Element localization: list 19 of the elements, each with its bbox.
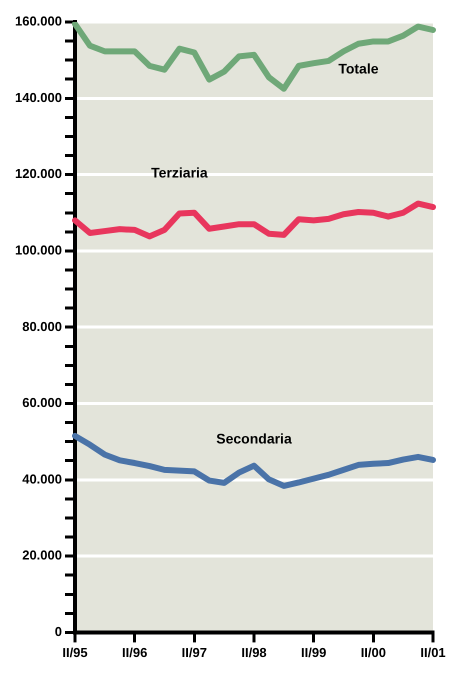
x-tick-label: II/00 <box>360 644 386 660</box>
y-tick-label: 80.000 <box>22 318 62 334</box>
x-tick-label: II/98 <box>241 644 267 660</box>
x-tick-label: II/97 <box>182 644 207 660</box>
y-tick-label: 60.000 <box>22 395 62 410</box>
text: Terziaria <box>151 164 208 180</box>
y-tick-label: 140.000 <box>14 90 62 105</box>
x-tick-label: II/95 <box>62 644 88 660</box>
series-label: Totale <box>338 60 379 77</box>
x-tick-label: II/96 <box>122 644 148 660</box>
y-tick-label: 120.000 <box>14 166 62 182</box>
series-label: Secondaria <box>216 430 292 447</box>
x-tick-label: II/01 <box>420 644 446 660</box>
x-tick-label: II/99 <box>301 644 326 660</box>
y-tick-label: 0 <box>54 624 62 639</box>
y-tick-label: 20.000 <box>22 548 62 563</box>
y-tick-label: 40.000 <box>22 471 62 486</box>
y-tick-label: 160.000 <box>14 14 62 29</box>
y-tick-label: 100.000 <box>14 242 62 258</box>
